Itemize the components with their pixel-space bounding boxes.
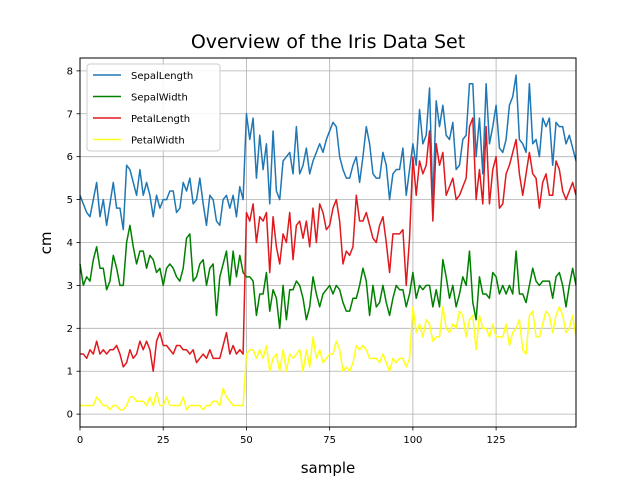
- x-tick-label: 100: [403, 435, 422, 446]
- y-tick-label: 0: [67, 410, 73, 421]
- y-tick-label: 6: [67, 152, 73, 163]
- legend-label: PetalWidth: [131, 136, 185, 147]
- legend-box: [86, 63, 221, 152]
- y-tick-label: 4: [67, 238, 73, 249]
- x-tick-label: 125: [487, 435, 506, 446]
- y-tick-label: 5: [67, 195, 73, 206]
- x-tick-label: 25: [157, 435, 170, 446]
- y-tick-label: 1: [67, 367, 73, 378]
- petallength-line: [80, 117, 577, 372]
- sepalwidth-line: [79, 224, 577, 330]
- x-tick-label: 0: [77, 435, 83, 446]
- y-tick-label: 7: [67, 109, 73, 120]
- sepallength-line: [79, 74, 577, 231]
- legend-label: SepalLength: [131, 71, 193, 82]
- y-axis-label: cm: [37, 232, 55, 255]
- x-tick-label: 75: [323, 435, 336, 446]
- legend: SepalLength SepalWidth PetalLength PetalWid…: [86, 63, 221, 152]
- y-axis-ticks: 0 1 2 3 4 5 6 7 8: [67, 66, 80, 421]
- legend-label: PetalLength: [131, 114, 190, 125]
- y-tick-label: 3: [67, 281, 73, 292]
- chart-title: Overview of the Iris Data Set: [191, 31, 465, 53]
- y-tick-label: 8: [67, 66, 73, 77]
- petalwidth-line: [80, 306, 577, 411]
- x-axis-label: sample: [301, 459, 356, 477]
- x-tick-label: 50: [240, 435, 253, 446]
- x-axis-ticks: 0 25 50 75 100 125: [77, 427, 506, 446]
- legend-label: SepalWidth: [131, 93, 188, 104]
- series-lines: [79, 74, 577, 411]
- y-tick-label: 2: [67, 324, 73, 335]
